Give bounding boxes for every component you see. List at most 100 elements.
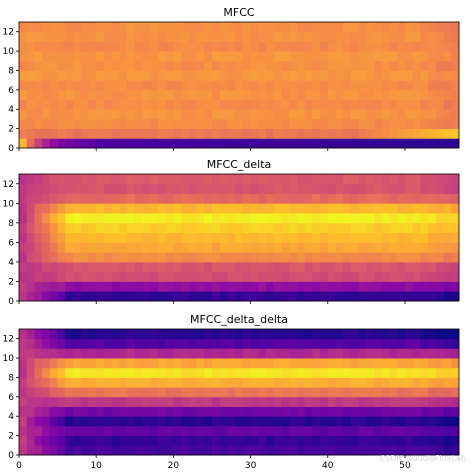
- heatmap-cell: [49, 118, 58, 130]
- heatmap-cell: [173, 51, 182, 62]
- heatmap-cell: [73, 213, 82, 224]
- heatmap-cell: [219, 41, 228, 52]
- heatmap-cell: [289, 367, 298, 378]
- heatmap-cell: [273, 222, 282, 234]
- heatmap-cell: [320, 338, 329, 349]
- heatmap-cell: [181, 252, 190, 263]
- heatmap-cell: [211, 406, 221, 417]
- heatmap-cell: [150, 445, 159, 456]
- heatmap-cell: [119, 31, 128, 42]
- heatmap-cell: [320, 183, 329, 194]
- heatmap-cell: [142, 193, 151, 204]
- heatmap-cell: [235, 31, 244, 42]
- heatmap-cell: [157, 174, 167, 185]
- heatmap-cell: [443, 271, 452, 282]
- heatmap-cell: [273, 358, 282, 369]
- heatmap-cell: [34, 252, 43, 263]
- heatmap-cell: [235, 348, 244, 359]
- heatmap-cell: [165, 261, 174, 273]
- heatmap-cell: [273, 445, 282, 456]
- heatmap-cell: [142, 118, 151, 130]
- heatmap-cell: [312, 435, 321, 446]
- heatmap-cell: [134, 232, 143, 243]
- heatmap-cell: [165, 213, 174, 224]
- heatmap-cell: [428, 358, 437, 369]
- heatmap-cell: [119, 232, 128, 243]
- heatmap-cell: [296, 242, 306, 253]
- heatmap-cell: [19, 291, 28, 302]
- heatmap-cell: [312, 406, 321, 417]
- heatmap-cell: [235, 60, 244, 71]
- heatmap-cell: [343, 193, 352, 204]
- heatmap-cell: [65, 261, 74, 273]
- heatmap-cell: [412, 367, 421, 378]
- heatmap-cell: [111, 252, 120, 263]
- heatmap-cell: [366, 80, 375, 91]
- heatmap-cell: [389, 22, 398, 33]
- axes-frame: [18, 21, 460, 149]
- heatmap-cell: [266, 174, 275, 185]
- heatmap-cell: [204, 329, 213, 340]
- heatmap-cell: [374, 174, 383, 185]
- heatmap-cell: [57, 367, 66, 378]
- heatmap-cell: [435, 281, 444, 292]
- heatmap-cell: [57, 22, 66, 33]
- heatmap-cell: [250, 213, 259, 224]
- heatmap-cell: [404, 80, 414, 91]
- heatmap-cell: [273, 128, 282, 139]
- heatmap-cell: [157, 281, 167, 292]
- heatmap-cell: [134, 138, 143, 149]
- heatmap-cell: [188, 252, 197, 263]
- heatmap-cell: [335, 109, 344, 120]
- heatmap-cell: [242, 203, 251, 214]
- heatmap-cell: [188, 358, 197, 369]
- heatmap-cell: [404, 22, 414, 33]
- heatmap-cell: [381, 435, 390, 446]
- heatmap-cell: [88, 31, 97, 42]
- heatmap-cell: [281, 348, 290, 359]
- heatmap-cell: [320, 358, 329, 369]
- heatmap-cell: [80, 271, 89, 282]
- heatmap-cell: [296, 109, 306, 120]
- heatmap-cell: [26, 271, 35, 282]
- heatmap-cell: [103, 358, 113, 369]
- heatmap-cell: [350, 406, 360, 417]
- heatmap-cell: [366, 445, 375, 456]
- y-tick-label: 8: [8, 219, 14, 229]
- heatmap-cell: [42, 89, 51, 100]
- heatmap-cell: [19, 425, 28, 437]
- heatmap-cell: [103, 89, 113, 100]
- heatmap-cell: [211, 89, 221, 100]
- heatmap-cell: [49, 70, 58, 81]
- heatmap-cell: [428, 138, 437, 149]
- heatmap-cell: [235, 281, 244, 292]
- heatmap-cell: [49, 213, 58, 224]
- heatmap-cell: [428, 377, 437, 388]
- heatmap-cell: [111, 396, 120, 407]
- heatmap-cell: [196, 60, 205, 71]
- heatmap-cell: [219, 416, 228, 427]
- heatmap-cell: [65, 80, 74, 91]
- heatmap-cell: [34, 183, 43, 194]
- heatmap-cell: [227, 367, 236, 378]
- heatmap-cell: [281, 338, 290, 349]
- heatmap-cell: [150, 348, 159, 359]
- heatmap-cell: [19, 118, 28, 130]
- heatmap-cell: [451, 252, 460, 263]
- heatmap-cell: [320, 128, 329, 139]
- heatmap-cell: [343, 358, 352, 369]
- heatmap-cell: [227, 435, 236, 446]
- heatmap-cell: [65, 89, 74, 100]
- heatmap-cell: [289, 89, 298, 100]
- heatmap-cell: [320, 60, 329, 71]
- heatmap-cell: [165, 109, 174, 120]
- heatmap-cell: [266, 70, 275, 81]
- heatmap-cell: [320, 70, 329, 81]
- heatmap-cell: [296, 425, 306, 437]
- heatmap-cell: [258, 41, 267, 52]
- heatmap-cell: [435, 203, 444, 214]
- heatmap-cell: [219, 329, 228, 340]
- heatmap-cell: [296, 89, 306, 100]
- y-tick-label: 12: [3, 335, 14, 345]
- heatmap-cell: [266, 89, 275, 100]
